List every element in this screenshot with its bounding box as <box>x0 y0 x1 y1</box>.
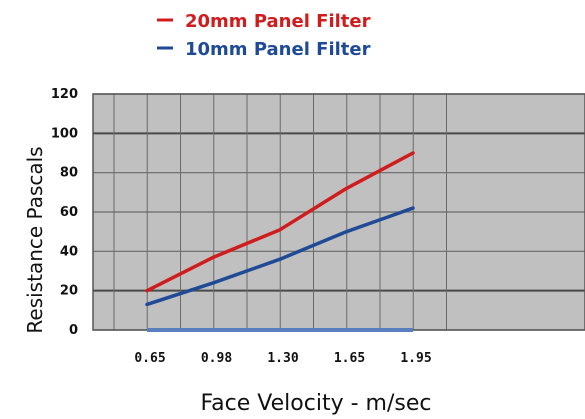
x-tick-label: 1.30 <box>267 351 298 366</box>
series-line <box>145 206 415 307</box>
x-axis-label: Face Velocity - m/sec <box>201 391 432 416</box>
y-axis-label: Resistance Pascals <box>23 146 47 333</box>
y-tick-label: 60 <box>60 205 78 220</box>
series-line <box>145 151 415 293</box>
x-tick-labels: 0.65 0.98 1.30 1.65 1.95 <box>134 351 431 366</box>
y-tick-label: 0 <box>69 323 78 338</box>
legend-label: 20mm Panel Filter <box>185 11 371 32</box>
x-tick-label: 1.65 <box>334 351 365 366</box>
x-tick-label: 1.95 <box>400 351 431 366</box>
legend: 20mm Panel Filter 10mm Panel Filter <box>157 11 371 60</box>
y-tick-label: 80 <box>60 166 78 181</box>
x-tick-label: 0.98 <box>201 351 232 366</box>
y-tick-label: 20 <box>60 284 78 299</box>
series-lines <box>145 151 415 307</box>
y-tick-label: 100 <box>51 126 78 141</box>
legend-label: 10mm Panel Filter <box>185 39 371 60</box>
x-tick-label: 0.65 <box>134 351 165 366</box>
y-tick-label: 40 <box>60 244 78 259</box>
y-tick-labels: 0 20 40 60 80 100 120 <box>51 87 78 338</box>
y-tick-label: 120 <box>51 87 78 102</box>
